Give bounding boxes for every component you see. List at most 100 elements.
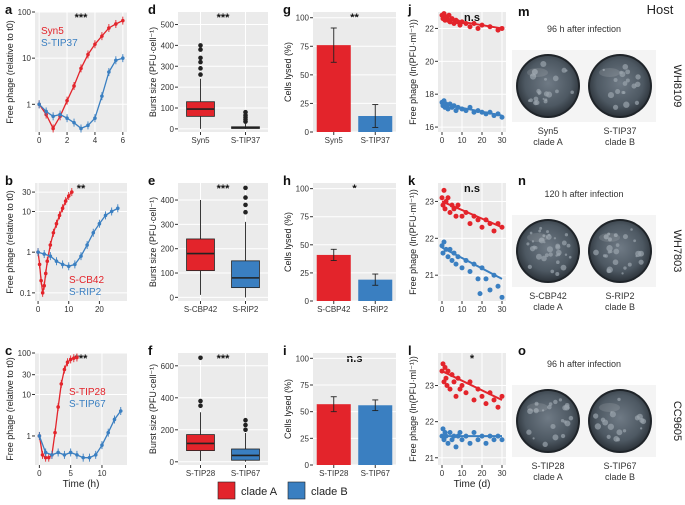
panel-g-x-tick-label: Syn5 — [325, 136, 344, 145]
plate-phage-label: Syn5 — [538, 126, 559, 136]
host-strain-label: WH8109 — [671, 65, 683, 108]
panel-a-x-tick-label: 4 — [93, 136, 98, 145]
data-point — [112, 417, 117, 422]
series-label-clade_a: S-CB42 — [69, 275, 104, 286]
data-point — [40, 291, 45, 295]
plaque — [537, 92, 541, 95]
panel-i-x-tick-label: S-TIP28 — [319, 469, 349, 478]
plaque — [544, 77, 547, 81]
scatter-point — [444, 383, 450, 389]
scatter-point — [459, 213, 465, 219]
data-point — [40, 453, 45, 457]
panel-c-y-tick-label: 30 — [22, 371, 31, 380]
plaque — [564, 402, 570, 408]
data-point — [97, 221, 102, 226]
legend-label-clade-a: clade A — [241, 486, 278, 498]
scatter-point — [495, 283, 501, 289]
scatter-point — [483, 276, 489, 282]
panel-e-y-tick-label: 400 — [161, 196, 175, 205]
panel-e-x-tick-label: S-CBP42 — [184, 305, 218, 314]
plaque — [607, 237, 612, 242]
panel-c-x-tick-label: 10 — [98, 469, 107, 478]
bar-s-tip28 — [316, 404, 351, 465]
panel-d-y-tick-label: 300 — [161, 62, 175, 71]
scatter-point — [487, 287, 493, 293]
scatter-point — [459, 265, 465, 271]
panel-j-x-tick-label: 30 — [498, 136, 507, 145]
scatter-point — [445, 254, 451, 260]
panel-e-y-axis-label: Burst size (PFU·cell⁻¹) — [148, 197, 158, 287]
data-point — [70, 190, 74, 194]
scatter-point — [475, 437, 481, 443]
data-point — [81, 455, 85, 460]
panel-f-y-tick-label: 400 — [161, 394, 175, 403]
scatter-point — [439, 243, 445, 249]
trend-line-clade_a — [441, 200, 503, 229]
plaque — [604, 254, 608, 258]
plaque — [613, 248, 620, 255]
scatter-point — [457, 429, 463, 435]
scatter-point — [483, 401, 489, 407]
panel-b-x-tick-label: 20 — [95, 305, 104, 314]
plaque — [635, 74, 641, 80]
plaque — [541, 409, 545, 412]
data-point — [59, 382, 64, 386]
data-point — [79, 254, 83, 258]
panel-i-y-tick-label: 25 — [300, 434, 309, 443]
plaque — [630, 228, 633, 231]
data-point — [51, 114, 55, 119]
data-point — [100, 443, 104, 447]
dish-clade-b — [584, 385, 656, 457]
data-point — [60, 206, 65, 211]
data-point — [121, 56, 125, 60]
plaque — [538, 229, 542, 233]
panel-k-y-axis-label: Free phage (ln(PFU·ml⁻¹)) — [408, 189, 418, 295]
data-point — [63, 199, 68, 203]
series-label-clade_a: S-TIP28 — [69, 387, 106, 398]
plaque — [612, 259, 619, 266]
plaque — [640, 427, 643, 430]
data-point — [93, 116, 97, 121]
scatter-point — [467, 440, 473, 446]
data-point — [103, 213, 108, 218]
panel-i-y-tick-label: 75 — [300, 381, 309, 390]
plaque — [555, 244, 561, 250]
data-point — [79, 66, 83, 71]
series-label-clade_b: S-TIP67 — [69, 399, 106, 410]
panel-b-x-tick-label: 0 — [36, 305, 41, 314]
plaque — [542, 441, 548, 448]
scatter-point — [467, 221, 473, 227]
scatter-point — [442, 364, 448, 370]
plaque — [619, 71, 626, 78]
plaque — [606, 266, 613, 273]
plaque — [622, 234, 628, 240]
data-point — [48, 254, 53, 258]
scatter-point — [447, 386, 453, 392]
data-point — [65, 116, 69, 121]
plaque — [623, 266, 627, 270]
data-point — [51, 126, 55, 131]
plate-phage-label: S-TIP28 — [531, 461, 564, 471]
dish-clade-a — [512, 215, 584, 287]
dish-reflection — [599, 233, 620, 242]
box-outlier — [243, 109, 248, 115]
data-point — [72, 356, 76, 360]
panel-j-y-tick-label: 16 — [425, 123, 434, 132]
plaque — [555, 249, 562, 256]
panel-g-y-tick-label: 75 — [300, 42, 309, 51]
data-point — [107, 26, 111, 30]
panel-d-y-tick-label: 0 — [170, 125, 175, 134]
data-point — [50, 453, 54, 457]
plate-caption: 96 h after infection — [547, 359, 621, 369]
panel-g-y-axis-label: Cells lysed (%) — [283, 42, 293, 102]
legend-swatch-clade-a — [217, 481, 236, 500]
plaque — [542, 97, 545, 101]
data-point — [106, 430, 111, 435]
data-point — [68, 450, 73, 455]
scatter-point — [439, 195, 445, 201]
panel-n-label: n — [518, 173, 526, 188]
data-point — [75, 453, 79, 457]
box-outlier — [243, 427, 248, 433]
